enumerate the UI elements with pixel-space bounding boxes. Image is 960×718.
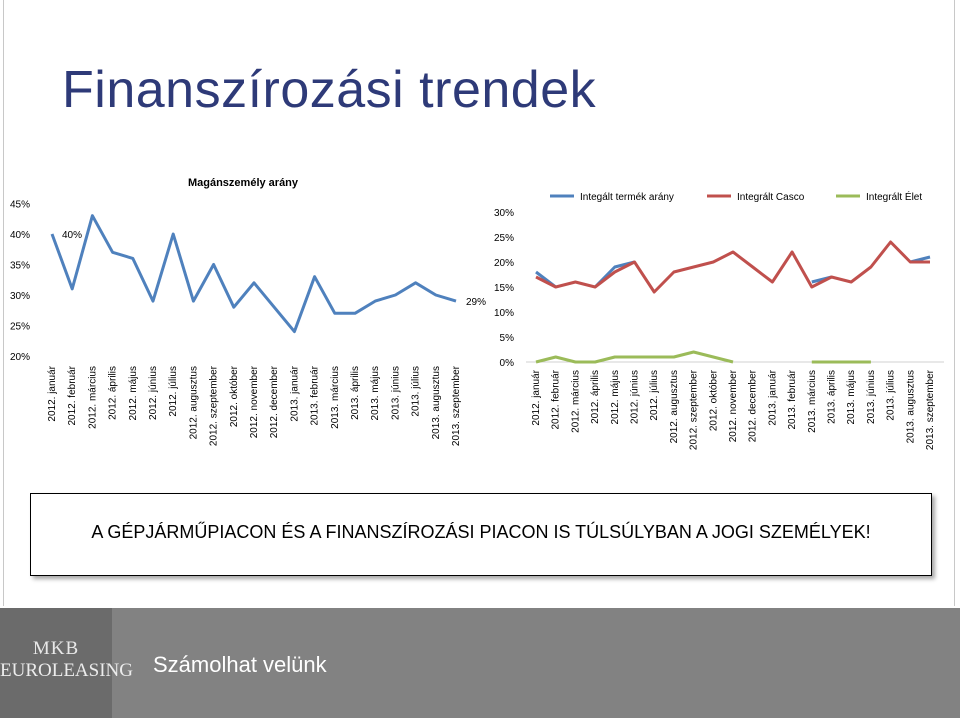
slide-frame	[3, 0, 955, 606]
right-x-tick: 2013. február	[787, 369, 798, 429]
left-x-tick: 2013. február	[310, 365, 321, 425]
left-x-tick: 2012. február	[67, 365, 78, 425]
left-x-tick: 2013. augusztus	[431, 366, 442, 439]
right-x-tick: 2012. november	[728, 369, 739, 442]
right-y-tick: 5%	[500, 333, 515, 344]
left-y-tick: 30%	[10, 291, 30, 302]
right-x-tick: 2013. május	[846, 370, 857, 424]
right-series-line-2	[535, 240, 930, 294]
left-x-tick: 2012. szeptember	[209, 365, 220, 446]
right-y-tick: 20%	[494, 258, 514, 269]
callout-box: A GÉPJÁRMŰPIACON ÉS A FINANSZÍROZÁSI PIA…	[30, 493, 932, 576]
charts-canvas: Magánszemély arány 20% 25% 30% 35% 40% 45% 40% 2…	[10, 177, 944, 450]
left-x-tick: 2012. június	[148, 366, 159, 420]
callout-text: A GÉPJÁRMŰPIACON ÉS A FINANSZÍROZÁSI PIA…	[91, 522, 871, 542]
left-y-tick: 40%	[10, 230, 30, 241]
right-series-line-3	[535, 350, 871, 364]
right-x-tick: 2012. június	[630, 370, 641, 424]
logo-bottom-text: EUROLEASING	[0, 660, 133, 681]
right-x-tick: 2012. január	[531, 369, 542, 425]
right-series-line-1	[535, 255, 931, 289]
left-series-line	[50, 214, 457, 334]
right-y-tick: 0%	[500, 358, 515, 369]
right-x-tick: 2013. március	[807, 370, 818, 433]
left-chart-title: Magánszemély arány	[188, 177, 299, 189]
right-x-tick: 2012. április	[590, 370, 601, 424]
legend-label: Integált termék arány	[580, 192, 674, 203]
right-y-tick: 30%	[494, 208, 514, 219]
left-x-tick: 2012. december	[269, 365, 280, 438]
right-x-tick: 2012. szeptember	[689, 369, 700, 450]
footer-slogan: Számolhat velünk	[153, 652, 327, 677]
right-x-tick: 2013. szeptember	[925, 369, 936, 450]
left-x-tick: 2013. március	[330, 366, 341, 429]
left-x-tick: 2012. január	[47, 365, 58, 421]
right-x-tick: 2012. augusztus	[669, 370, 680, 443]
right-x-tick: 2012. július	[649, 370, 660, 421]
left-x-tick: 2012. július	[168, 366, 179, 417]
left-x-tick: 2012. március	[87, 366, 98, 429]
right-x-tick: 2012. október	[708, 369, 719, 431]
right-x-tick: 2013. június	[866, 370, 877, 424]
left-x-tick: 2013. május	[370, 366, 381, 420]
right-x-tick: 2012. március	[570, 370, 581, 433]
left-x-tick: 2013. július	[411, 366, 422, 417]
page-title: Finanszírozási trendek	[62, 61, 597, 119]
left-data-label: 29%	[466, 297, 486, 308]
logo-top-text: MKB	[32, 638, 80, 659]
left-y-tick: 45%	[10, 200, 30, 211]
right-x-tick: 2013. július	[886, 370, 897, 421]
left-x-tick: 2013. április	[350, 366, 361, 420]
right-y-tick: 10%	[494, 308, 514, 319]
right-x-tick: 2012. február	[551, 369, 562, 429]
right-x-tick: 2013. augusztus	[905, 370, 916, 443]
right-x-tick: 2013. április	[827, 370, 838, 424]
left-data-label: 40%	[62, 230, 82, 241]
left-x-tick: 2012. április	[108, 366, 119, 420]
legend-label: Integrált Élet	[866, 190, 922, 203]
right-x-tick: 2012. május	[610, 370, 621, 424]
company-logo: MKB EUROLEASING	[0, 608, 133, 718]
left-x-tick: 2013. szeptember	[451, 365, 462, 446]
right-y-tick: 25%	[494, 233, 514, 244]
left-y-tick: 20%	[10, 352, 30, 363]
left-x-tick: 2013. június	[390, 366, 401, 420]
left-x-tick: 2012. október	[229, 365, 240, 427]
right-y-tick: 15%	[494, 283, 514, 294]
right-x-tick: 2012. december	[748, 369, 759, 442]
right-x-tick: 2013. január	[767, 369, 778, 425]
legend-label: Integrált Casco	[737, 192, 805, 203]
left-y-tick: 25%	[10, 322, 30, 333]
left-x-tick: 2012. augusztus	[188, 366, 199, 439]
left-y-tick: 35%	[10, 261, 30, 272]
left-x-tick: 2012. május	[128, 366, 139, 420]
footer-bar: MKB EUROLEASING Számolhat velünk	[0, 608, 960, 718]
left-x-tick: 2013. január	[289, 365, 300, 421]
left-x-tick: 2012. november	[249, 365, 260, 438]
